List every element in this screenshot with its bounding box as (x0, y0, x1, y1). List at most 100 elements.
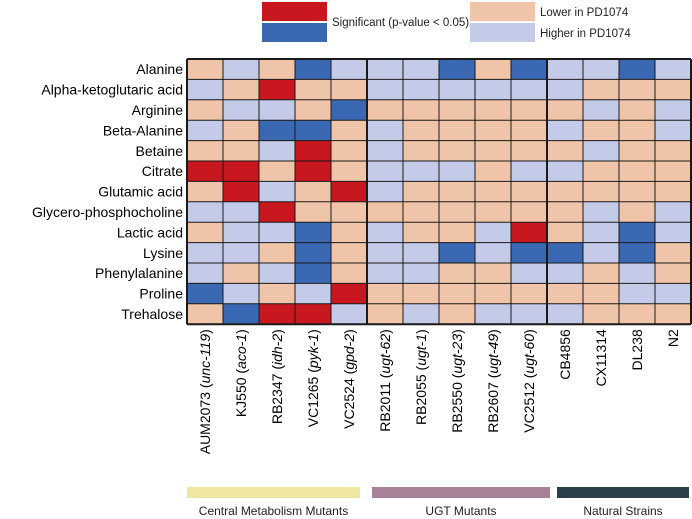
cell-phenylalanine-rb2607 (475, 263, 511, 284)
cell-betaine-rb2055 (403, 140, 439, 161)
cell-glutamic-acid-vc2524 (331, 181, 367, 202)
row-label: Lysine (143, 245, 183, 261)
cell-lysine-cb4856 (547, 242, 583, 263)
cell-citrate-vc2512 (511, 161, 547, 182)
heatmap-cells (187, 59, 691, 325)
cell-glutamic-acid-rb2347 (259, 181, 295, 202)
cell-glutamic-acid-aum2073 (187, 181, 223, 202)
cell-betaine-aum2073 (187, 140, 223, 161)
cell-trehalose-vc2524 (331, 303, 367, 325)
legend-swatch-lower (470, 2, 535, 21)
cell-betaine-rb2607 (475, 140, 511, 161)
column-label: RB2607 (ugt-49) (485, 329, 501, 433)
column-label: N2 (665, 329, 681, 347)
cell-lactic-acid-vc2512 (511, 222, 547, 243)
cell-glutamic-acid-n2 (655, 181, 691, 202)
cell-alanine-n2 (655, 59, 691, 80)
cell-citrate-rb2607 (475, 161, 511, 182)
cell-proline-dl238 (619, 283, 655, 304)
cell-trehalose-cx11314 (583, 303, 619, 325)
cell-phenylalanine-n2 (655, 263, 691, 284)
cell-beta-alanine-rb2607 (475, 120, 511, 141)
cell-beta-alanine-vc2512 (511, 120, 547, 141)
column-label: VC1265 (pyk-1) (305, 329, 321, 427)
row-label: Arginine (132, 102, 184, 118)
cell-proline-rb2347 (259, 283, 295, 304)
cell-lysine-vc2524 (331, 242, 367, 263)
cell-alanine-rb2055 (403, 59, 439, 80)
cell-arginine-rb2607 (475, 99, 511, 121)
cell-phenylalanine-kj550 (223, 263, 259, 284)
cell-glycero-phosphocholine-kj550 (223, 201, 259, 223)
cell-proline-rb2055 (403, 283, 439, 304)
cell-lactic-acid-vc1265 (295, 222, 331, 243)
cell-alanine-dl238 (619, 59, 655, 80)
cell-trehalose-aum2073 (187, 303, 223, 325)
cell-arginine-vc2524 (331, 99, 367, 121)
cell-alpha-ketoglutaric-acid-rb2055 (403, 79, 439, 100)
cell-lactic-acid-dl238 (619, 222, 655, 243)
cell-glutamic-acid-vc1265 (295, 181, 331, 202)
cell-betaine-rb2347 (259, 140, 295, 161)
cell-glutamic-acid-dl238 (619, 181, 655, 202)
row-label: Betaine (136, 143, 184, 159)
cell-phenylalanine-rb2347 (259, 263, 295, 284)
cell-lactic-acid-rb2607 (475, 222, 511, 243)
cell-citrate-rb2347 (259, 161, 295, 182)
cell-trehalose-n2 (655, 303, 691, 325)
column-label: RB2011 (ugt-62) (377, 329, 393, 432)
cell-alanine-rb2347 (259, 59, 295, 80)
cell-proline-vc2512 (511, 283, 547, 304)
cell-glycero-phosphocholine-rb2550 (439, 201, 475, 223)
cell-proline-vc2524 (331, 283, 367, 304)
cell-alpha-ketoglutaric-acid-rb2607 (475, 79, 511, 100)
row-label: Phenylalanine (95, 265, 183, 281)
group-bar (372, 487, 550, 498)
cell-lysine-kj550 (223, 242, 259, 263)
cell-glycero-phosphocholine-rb2607 (475, 201, 511, 223)
cell-trehalose-cb4856 (547, 303, 583, 325)
cell-trehalose-vc2512 (511, 303, 547, 325)
cell-proline-vc1265 (295, 283, 331, 304)
cell-trehalose-rb2607 (475, 303, 511, 325)
cell-lysine-dl238 (619, 242, 655, 263)
cell-arginine-vc1265 (295, 99, 331, 121)
cell-lactic-acid-aum2073 (187, 222, 223, 243)
row-label: Glutamic acid (98, 184, 183, 200)
cell-citrate-dl238 (619, 161, 655, 182)
cell-citrate-kj550 (223, 161, 259, 182)
cell-arginine-n2 (655, 99, 691, 121)
cell-lactic-acid-rb2347 (259, 222, 295, 243)
cell-glycero-phosphocholine-rb2347 (259, 201, 295, 223)
cell-alanine-cx11314 (583, 59, 619, 80)
cell-trehalose-rb2011 (367, 303, 403, 325)
cell-beta-alanine-n2 (655, 120, 691, 141)
cell-citrate-cb4856 (547, 161, 583, 182)
legend-swatch-significant-red (262, 2, 327, 21)
cell-alanine-vc2524 (331, 59, 367, 80)
cell-arginine-rb2550 (439, 99, 475, 121)
cell-proline-kj550 (223, 283, 259, 304)
cell-phenylalanine-rb2011 (367, 263, 403, 284)
cell-phenylalanine-vc2512 (511, 263, 547, 284)
cell-proline-rb2607 (475, 283, 511, 304)
cell-lactic-acid-rb2550 (439, 222, 475, 243)
cell-glycero-phosphocholine-vc2524 (331, 201, 367, 223)
cell-arginine-dl238 (619, 99, 655, 121)
cell-lysine-cx11314 (583, 242, 619, 263)
cell-alpha-ketoglutaric-acid-vc2512 (511, 79, 547, 100)
cell-beta-alanine-rb2055 (403, 120, 439, 141)
cell-betaine-vc1265 (295, 140, 331, 161)
cell-trehalose-dl238 (619, 303, 655, 325)
cell-lysine-vc2512 (511, 242, 547, 263)
legend-label-higher: Higher in PD1074 (540, 28, 631, 40)
cell-alanine-rb2011 (367, 59, 403, 80)
cell-alpha-ketoglutaric-acid-vc2524 (331, 79, 367, 100)
cell-glutamic-acid-cb4856 (547, 181, 583, 202)
cell-beta-alanine-dl238 (619, 120, 655, 141)
column-label: VC2512 (ugt-60) (521, 329, 537, 433)
cell-beta-alanine-rb2347 (259, 120, 295, 141)
cell-alanine-vc1265 (295, 59, 331, 80)
group-bar (187, 487, 360, 498)
